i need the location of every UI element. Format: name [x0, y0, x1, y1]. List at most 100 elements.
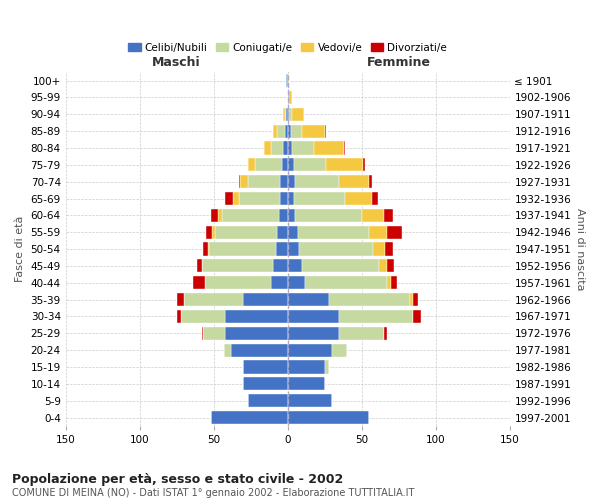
Bar: [283, 142, 287, 154]
Bar: [384, 326, 387, 340]
Bar: [287, 124, 290, 138]
Bar: [248, 394, 287, 407]
Bar: [240, 175, 248, 188]
Bar: [287, 411, 369, 424]
Bar: [387, 260, 394, 272]
Bar: [243, 293, 287, 306]
Bar: [373, 242, 385, 256]
Bar: [223, 209, 279, 222]
Bar: [284, 124, 287, 138]
Bar: [287, 91, 289, 104]
Bar: [211, 411, 287, 424]
Bar: [205, 276, 271, 289]
Bar: [277, 124, 284, 138]
Bar: [286, 74, 287, 87]
Bar: [369, 175, 372, 188]
Bar: [279, 209, 287, 222]
Bar: [314, 142, 344, 154]
Bar: [203, 326, 226, 340]
Bar: [325, 360, 329, 374]
Y-axis label: Fasce di età: Fasce di età: [15, 216, 25, 282]
Bar: [202, 260, 273, 272]
Bar: [369, 226, 387, 239]
Bar: [413, 310, 421, 323]
Bar: [410, 293, 413, 306]
Bar: [284, 108, 286, 121]
Bar: [276, 242, 287, 256]
Bar: [233, 192, 239, 205]
Bar: [287, 142, 292, 154]
Bar: [391, 276, 397, 289]
Bar: [292, 108, 304, 121]
Bar: [243, 360, 287, 374]
Bar: [287, 326, 340, 340]
Bar: [202, 326, 203, 340]
Bar: [287, 260, 302, 272]
Text: Popolazione per età, sesso e stato civile - 2002: Popolazione per età, sesso e stato civil…: [12, 472, 343, 486]
Bar: [289, 91, 292, 104]
Bar: [287, 242, 299, 256]
Bar: [287, 209, 295, 222]
Bar: [215, 226, 277, 239]
Bar: [232, 344, 287, 356]
Bar: [293, 192, 345, 205]
Bar: [208, 242, 209, 256]
Bar: [295, 209, 362, 222]
Bar: [363, 158, 365, 172]
Bar: [226, 310, 287, 323]
Bar: [289, 108, 292, 121]
Bar: [271, 276, 287, 289]
Bar: [287, 158, 293, 172]
Bar: [387, 276, 391, 289]
Bar: [295, 175, 340, 188]
Bar: [203, 242, 208, 256]
Bar: [287, 276, 305, 289]
Bar: [287, 293, 329, 306]
Legend: Celibi/Nubili, Coniugati/e, Vedovi/e, Divorziati/e: Celibi/Nubili, Coniugati/e, Vedovi/e, Di…: [124, 38, 451, 57]
Bar: [273, 260, 287, 272]
Bar: [344, 142, 345, 154]
Bar: [283, 108, 284, 121]
Bar: [287, 344, 332, 356]
Bar: [184, 293, 243, 306]
Bar: [302, 124, 325, 138]
Bar: [226, 326, 287, 340]
Bar: [287, 310, 340, 323]
Bar: [292, 142, 314, 154]
Bar: [248, 175, 280, 188]
Bar: [206, 226, 212, 239]
Bar: [218, 209, 223, 222]
Bar: [287, 108, 289, 121]
Bar: [211, 209, 218, 222]
Text: Femmine: Femmine: [367, 56, 431, 69]
Bar: [248, 158, 255, 172]
Bar: [239, 175, 240, 188]
Bar: [181, 310, 226, 323]
Bar: [287, 175, 295, 188]
Bar: [299, 242, 373, 256]
Bar: [243, 378, 287, 390]
Bar: [379, 260, 387, 272]
Bar: [302, 260, 379, 272]
Bar: [271, 142, 283, 154]
Bar: [287, 394, 332, 407]
Bar: [176, 293, 184, 306]
Bar: [209, 242, 276, 256]
Bar: [340, 310, 413, 323]
Bar: [385, 242, 392, 256]
Bar: [239, 192, 280, 205]
Bar: [281, 158, 287, 172]
Text: COMUNE DI MEINA (NO) - Dati ISTAT 1° gennaio 2002 - Elaborazione TUTTITALIA.IT: COMUNE DI MEINA (NO) - Dati ISTAT 1° gen…: [12, 488, 415, 498]
Bar: [293, 158, 326, 172]
Bar: [287, 360, 325, 374]
Bar: [287, 74, 289, 87]
Bar: [372, 192, 378, 205]
Bar: [329, 293, 410, 306]
Bar: [345, 192, 372, 205]
Bar: [176, 310, 181, 323]
Bar: [326, 158, 363, 172]
Bar: [340, 326, 384, 340]
Bar: [255, 158, 281, 172]
Bar: [290, 124, 302, 138]
Bar: [287, 378, 325, 390]
